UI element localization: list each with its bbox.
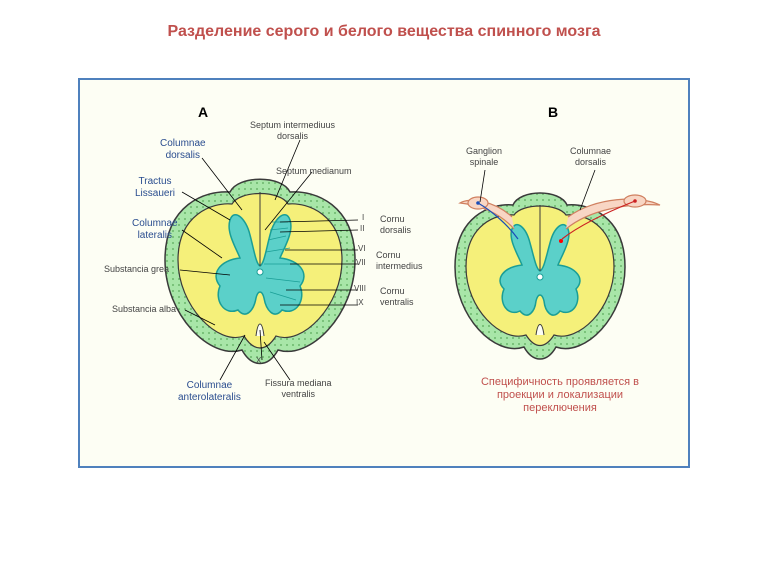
label-ganglion-spinale: Ganglion spinale xyxy=(466,146,502,168)
label-tractus-lissaueri: Tractus Lissaueri xyxy=(135,176,175,200)
roman-VII: VII xyxy=(356,258,366,268)
roman-IX: IX xyxy=(356,298,364,308)
panel-a-title: А xyxy=(198,104,208,120)
label-cornu-ventralis: Cornu ventralis xyxy=(380,286,414,308)
label-cornu-dorsalis: Cornu dorsalis xyxy=(380,214,411,236)
page-title: Разделение серого и белого вещества спин… xyxy=(0,22,768,41)
label-columnae-dorsalis-b: Columnae dorsalis xyxy=(570,146,611,168)
label-columnae-anterolateralis: Columnae anterolateralis xyxy=(178,380,241,404)
label-cornu-intermedius: Cornu intermedius xyxy=(376,250,423,272)
roman-VI: VI xyxy=(358,244,366,254)
label-columnae-lateralis: Columnae lateralis xyxy=(132,218,178,242)
label-septum-intermediuus: Septum intermediuus dorsalis xyxy=(250,120,335,142)
roman-X: X xyxy=(256,356,261,366)
roman-II: II xyxy=(360,224,364,234)
panel-b-caption: Специфичность проявляется в проекции и л… xyxy=(460,376,660,416)
diagram-frame: А В Columnae dorsalis Tractus Lissaueri … xyxy=(78,78,690,468)
label-substancia-alba: Substancia alba xyxy=(112,304,176,315)
label-columnae-dorsalis-a: Columnae dorsalis xyxy=(160,138,206,162)
label-fissura-mediana: Fissura mediana ventralis xyxy=(265,378,332,400)
label-septum-medianum: Septum medianum xyxy=(276,166,352,177)
roman-I: I xyxy=(362,213,364,223)
label-substancia-grea: Substancia grea xyxy=(104,264,169,275)
roman-VIII: VIII xyxy=(354,284,366,294)
panel-b-title: В xyxy=(548,104,558,120)
panel-b-cord xyxy=(455,193,660,359)
